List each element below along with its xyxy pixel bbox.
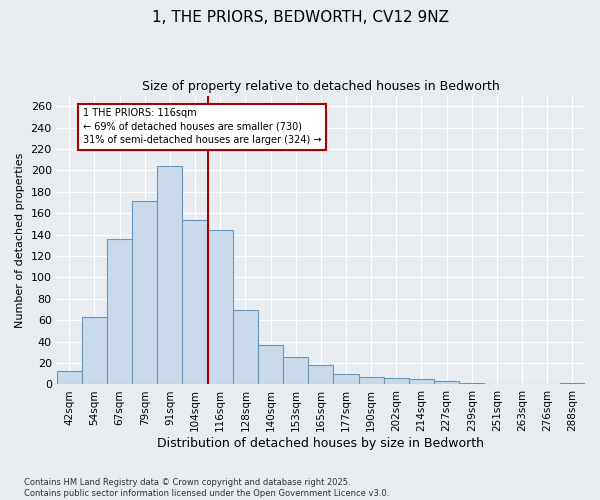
Bar xyxy=(308,365,334,384)
Bar xyxy=(157,166,182,384)
Text: 1 THE PRIORS: 116sqm
← 69% of detached houses are smaller (730)
31% of semi-deta: 1 THE PRIORS: 116sqm ← 69% of detached h… xyxy=(83,108,322,145)
X-axis label: Distribution of detached houses by size in Bedworth: Distribution of detached houses by size … xyxy=(157,437,484,450)
Bar xyxy=(208,230,233,384)
Text: 1, THE PRIORS, BEDWORTH, CV12 9NZ: 1, THE PRIORS, BEDWORTH, CV12 9NZ xyxy=(151,10,449,25)
Bar xyxy=(107,239,132,384)
Bar xyxy=(182,220,208,384)
Text: Contains HM Land Registry data © Crown copyright and database right 2025.
Contai: Contains HM Land Registry data © Crown c… xyxy=(24,478,389,498)
Title: Size of property relative to detached houses in Bedworth: Size of property relative to detached ho… xyxy=(142,80,500,93)
Bar xyxy=(82,317,107,384)
Bar xyxy=(384,378,409,384)
Y-axis label: Number of detached properties: Number of detached properties xyxy=(15,152,25,328)
Bar xyxy=(409,379,434,384)
Bar xyxy=(56,370,82,384)
Bar xyxy=(233,310,258,384)
Bar xyxy=(283,356,308,384)
Bar xyxy=(359,377,384,384)
Bar xyxy=(258,345,283,385)
Bar xyxy=(434,381,459,384)
Bar xyxy=(334,374,359,384)
Bar xyxy=(132,202,157,384)
